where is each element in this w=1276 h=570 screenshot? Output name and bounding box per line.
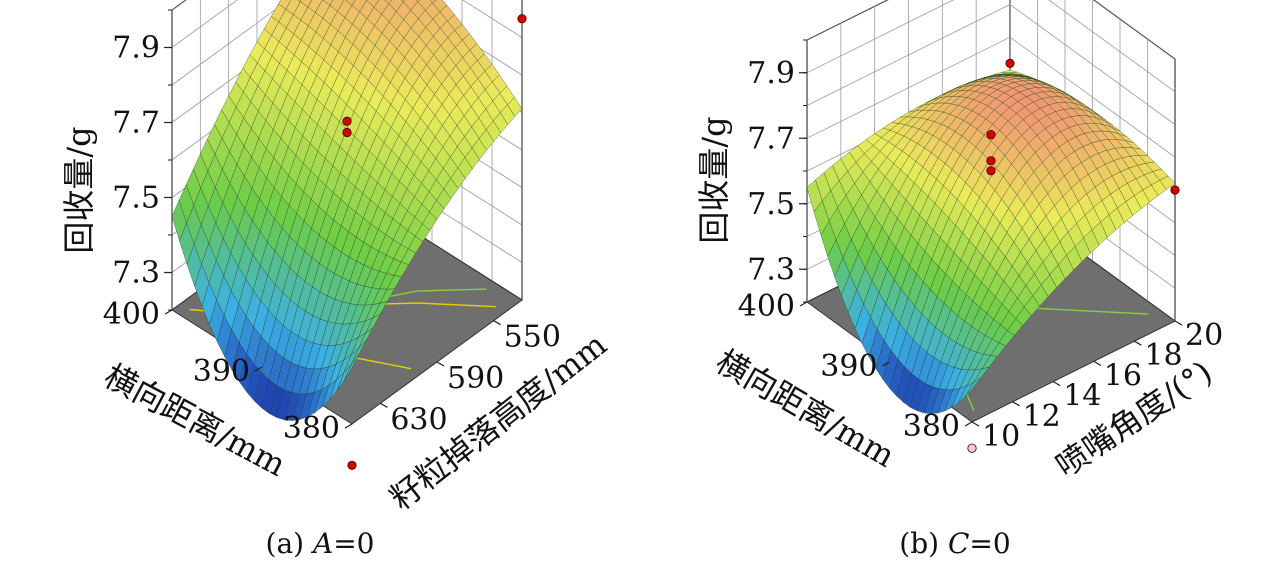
x-tick-label: 390 xyxy=(820,349,877,384)
caption-prefix: (b) xyxy=(899,527,948,560)
design-point xyxy=(986,130,996,140)
y-tick-label: 630 xyxy=(390,402,447,437)
y-tick-mark xyxy=(1134,340,1142,346)
surface-facet xyxy=(415,0,420,3)
x-tick-label: 400 xyxy=(103,297,160,332)
design-point xyxy=(1170,185,1180,195)
surface-facet xyxy=(344,353,360,381)
y-tick-label: 590 xyxy=(447,361,504,396)
design-point xyxy=(517,14,527,24)
design-point xyxy=(342,116,352,126)
x-tick-mark xyxy=(164,309,173,315)
y-tick-mark xyxy=(1093,360,1102,366)
panel-caption: (a) A=0 xyxy=(266,527,375,560)
y-tick-mark xyxy=(380,402,388,408)
z-tick-label: 7.5 xyxy=(112,181,160,216)
z-axis-label: 回收量/g xyxy=(60,126,98,253)
z-tick-label: 7.5 xyxy=(747,187,795,222)
y-tick-label: 12 xyxy=(1023,399,1061,434)
panel-caption: (b) C=0 xyxy=(899,527,1010,560)
surface-plot-a: 7.97.77.57.3400390380550590630回收量/g横向距离/… xyxy=(60,0,614,560)
x-tick-mark xyxy=(254,366,263,372)
response-surface xyxy=(806,69,1176,414)
design-point xyxy=(967,443,977,453)
surface-facet xyxy=(384,0,392,5)
x-tick-mark xyxy=(344,423,353,429)
y-tick-mark xyxy=(1012,401,1020,407)
z-tick-label: 7.7 xyxy=(112,106,160,141)
y-tick-mark xyxy=(971,421,980,427)
x-tick-label: 390 xyxy=(193,354,250,389)
caption-variable: A xyxy=(310,527,333,560)
y-tick-label: 14 xyxy=(1063,379,1101,414)
z-tick-label: 7.9 xyxy=(112,31,160,66)
x-tick-label: 400 xyxy=(738,289,795,324)
caption-suffix: =0 xyxy=(333,527,374,560)
y-tick-mark xyxy=(1174,320,1183,326)
z-axis-label: 回收量/g xyxy=(695,116,733,243)
caption-suffix: =0 xyxy=(969,527,1010,560)
y-tick-mark xyxy=(1052,381,1061,387)
y-tick-label: 16 xyxy=(1104,358,1142,393)
y-tick-label: 18 xyxy=(1144,338,1182,373)
z-tick-label: 7.9 xyxy=(747,56,795,91)
caption-variable: C xyxy=(948,527,969,560)
surface-facet xyxy=(429,0,437,4)
z-tick-label: 7.3 xyxy=(747,252,795,287)
design-point xyxy=(1005,58,1015,69)
y-tick-mark xyxy=(436,361,445,367)
y-tick-mark xyxy=(493,320,501,326)
x-tick-mark xyxy=(964,421,973,427)
surface-facet xyxy=(964,377,981,397)
design-point xyxy=(347,460,357,470)
design-point xyxy=(342,127,352,138)
x-tick-label: 380 xyxy=(903,409,960,444)
z-tick-label: 7.3 xyxy=(112,256,160,291)
x-tick-mark xyxy=(882,361,890,367)
y-tick-label: 550 xyxy=(504,320,561,355)
x-tick-mark xyxy=(799,301,808,307)
z-tick-label: 7.7 xyxy=(747,121,795,156)
y-tick-label: 10 xyxy=(982,419,1020,454)
y-tick-label: 20 xyxy=(1185,318,1223,353)
caption-prefix: (a) xyxy=(266,527,313,560)
x-tick-label: 380 xyxy=(283,411,340,446)
design-point xyxy=(986,166,996,176)
surface-facet xyxy=(400,0,406,3)
design-point xyxy=(986,156,996,166)
response-surface xyxy=(171,0,523,421)
